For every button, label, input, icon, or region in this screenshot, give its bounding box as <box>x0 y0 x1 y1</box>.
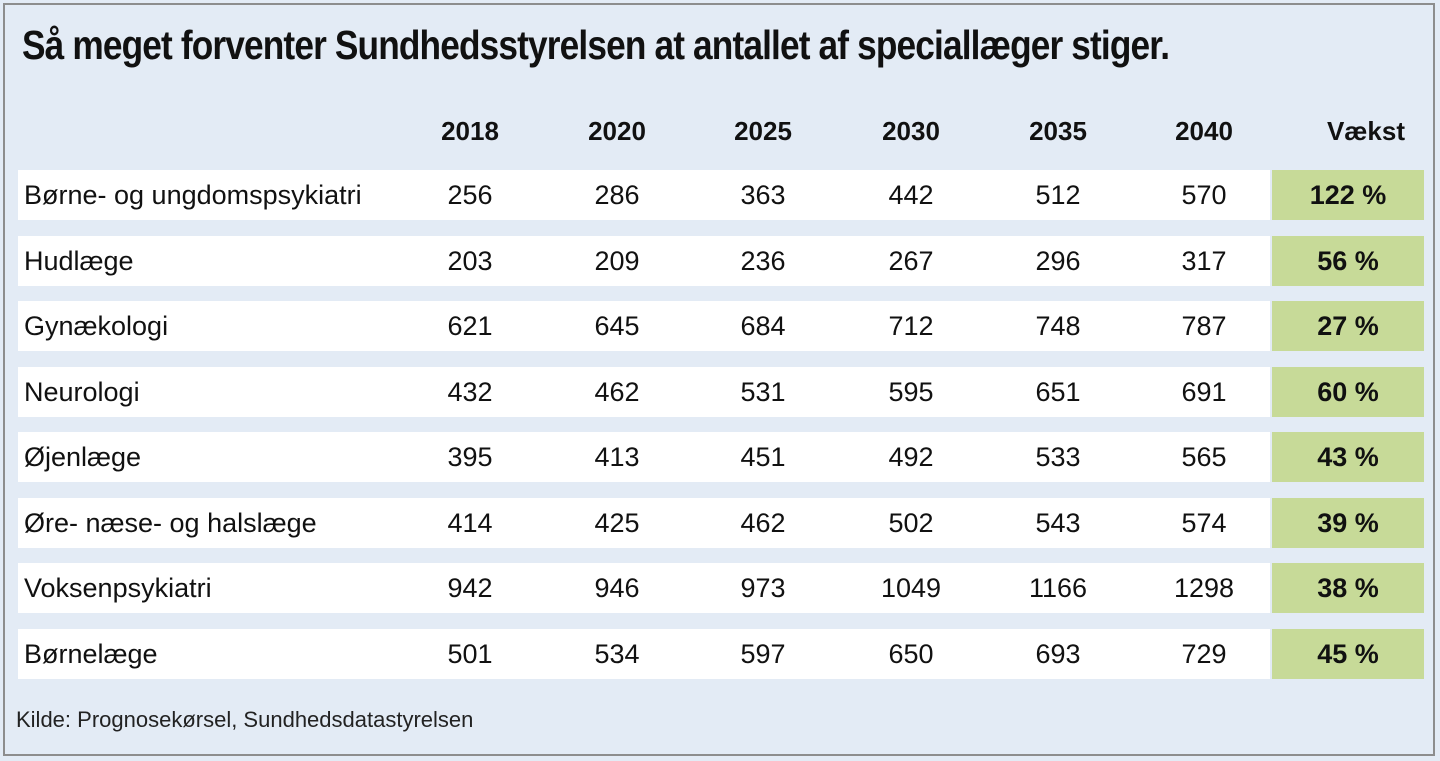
row-label: Børne- og ungdomspsykiatri <box>24 180 362 210</box>
table-cell-2030: 492 <box>888 442 934 472</box>
table-cell-2035: 533 <box>1035 442 1081 472</box>
table-cell-2025: 236 <box>740 246 786 276</box>
growth-cell: 60 % <box>1272 367 1424 417</box>
chart-title: Så meget forventer Sundhedsstyrelsen at … <box>22 22 1170 68</box>
source-note: Kilde: Prognosekørsel, Sundhedsdatastyre… <box>16 707 474 732</box>
table-cell-2020: 462 <box>594 377 640 407</box>
table-row: Voksenpsykiatri 942 946 973 1049 1166 1298 <box>18 563 1270 613</box>
table-cell-2030: 442 <box>888 180 934 210</box>
table-cell-2030: 595 <box>888 377 934 407</box>
row-label: Hudlæge <box>24 246 134 276</box>
row-label: Øre- næse- og halslæge <box>24 508 317 538</box>
growth-cell: 27 % <box>1272 301 1424 351</box>
table-cell-2025: 363 <box>740 180 786 210</box>
growth-cell: 38 % <box>1272 563 1424 613</box>
table-cell-2018: 501 <box>447 639 493 669</box>
table-cell-2025: 451 <box>740 442 786 472</box>
table-cell-2035: 296 <box>1035 246 1081 276</box>
growth-cell: 122 % <box>1272 170 1424 220</box>
column-header-growth: Vækst <box>1326 116 1406 146</box>
table-cell-2020: 286 <box>594 180 640 210</box>
table-cell-2020: 209 <box>594 246 640 276</box>
table-cell-2030: 1049 <box>880 573 942 603</box>
table-cell-2040: 1298 <box>1173 573 1235 603</box>
table-cell-2035: 748 <box>1035 311 1081 341</box>
table-cell-2020: 534 <box>594 639 640 669</box>
table-row: Hudlæge 203 209 236 267 296 317 <box>18 236 1270 286</box>
table-cell-2018: 256 <box>447 180 493 210</box>
table-cell-2040: 565 <box>1181 442 1227 472</box>
table-row: Øjenlæge 395 413 451 492 533 565 <box>18 432 1270 482</box>
column-header-2020: 2020 <box>588 116 646 146</box>
table-cell-2035: 693 <box>1035 639 1081 669</box>
column-header-2025: 2025 <box>734 116 792 146</box>
table-cell-2018: 432 <box>447 377 493 407</box>
growth-cell: 45 % <box>1272 629 1424 679</box>
table-cell-2025: 531 <box>740 377 786 407</box>
table-cell-2020: 645 <box>594 311 640 341</box>
table-cell-2035: 543 <box>1035 508 1081 538</box>
table-cell-2018: 414 <box>447 508 493 538</box>
table-cell-2040: 570 <box>1181 180 1227 210</box>
column-header-2035: 2035 <box>1029 116 1087 146</box>
table-cell-2030: 267 <box>888 246 934 276</box>
table-cell-2018: 395 <box>447 442 493 472</box>
growth-cell: 43 % <box>1272 432 1424 482</box>
table-cell-2035: 512 <box>1035 180 1081 210</box>
row-label: Neurologi <box>24 377 140 407</box>
table-cell-2018: 203 <box>447 246 493 276</box>
table-cell-2020: 946 <box>594 573 640 603</box>
table-row: Børne- og ungdomspsykiatri 256 286 363 442 51… <box>18 170 1270 220</box>
table-cell-2018: 942 <box>447 573 493 603</box>
table-cell-2025: 973 <box>740 573 786 603</box>
table-cell-2025: 684 <box>740 311 786 341</box>
table-cell-2030: 712 <box>888 311 934 341</box>
table-cell-2025: 462 <box>740 508 786 538</box>
table-row: Neurologi 432 462 531 595 651 691 <box>18 367 1270 417</box>
table-cell-2040: 317 <box>1181 246 1227 276</box>
table-cell-2040: 691 <box>1181 377 1227 407</box>
table-row: Gynækologi 621 645 684 712 748 787 <box>18 301 1270 351</box>
column-header-2040: 2040 <box>1175 116 1233 146</box>
row-label: Børnelæge <box>24 639 158 669</box>
table-cell-2040: 787 <box>1181 311 1227 341</box>
table-cell-2040: 574 <box>1181 508 1227 538</box>
table-header: 2018 2020 2025 2030 2035 2040 Vækst <box>18 110 1424 152</box>
table-cell-2025: 597 <box>740 639 786 669</box>
table-cell-2030: 502 <box>888 508 934 538</box>
row-label: Gynækologi <box>24 311 169 341</box>
table-cell-2018: 621 <box>447 311 493 341</box>
row-label: Voksenpsykiatri <box>24 573 212 603</box>
table-row: Børnelæge 501 534 597 650 693 729 <box>18 629 1270 679</box>
table-cell-2035: 1166 <box>1028 573 1088 603</box>
table-cell-2020: 425 <box>594 508 640 538</box>
chart-frame <box>3 3 1435 756</box>
table-cell-2040: 729 <box>1181 639 1227 669</box>
row-label: Øjenlæge <box>24 442 142 472</box>
table-cell-2030: 650 <box>888 639 934 669</box>
table-cell-2020: 413 <box>594 442 640 472</box>
growth-cell: 39 % <box>1272 498 1424 548</box>
column-header-2018: 2018 <box>441 116 499 146</box>
column-header-2030: 2030 <box>882 116 940 146</box>
table-row: Øre- næse- og halslæge 414 425 462 502 543 574 <box>18 498 1270 548</box>
growth-cell: 56 % <box>1272 236 1424 286</box>
table-cell-2035: 651 <box>1035 377 1081 407</box>
